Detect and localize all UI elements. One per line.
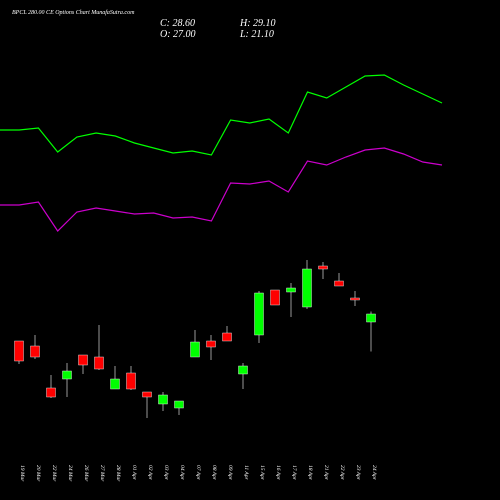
x-tick-label: 09 Apr [227, 465, 233, 481]
candle-body [78, 354, 88, 366]
open-label: O: 27.00 [160, 29, 196, 40]
candle-body [94, 356, 104, 370]
low-label: L: 21.10 [239, 29, 274, 40]
candle-body [366, 313, 376, 323]
candle-body [14, 340, 24, 362]
candle-body [270, 289, 280, 306]
candle-body [46, 387, 56, 398]
line [0, 147, 443, 232]
x-tick-label: 02 Apr [147, 465, 153, 481]
candle-body [206, 340, 216, 348]
candle-body [334, 280, 344, 287]
candle-body [190, 341, 200, 358]
line [0, 74, 443, 156]
candle-body [126, 372, 136, 390]
x-tick-label: 01 Apr [131, 465, 137, 481]
x-tick-label: 11 Apr [243, 465, 249, 480]
x-tick-label: 20 Mar [35, 465, 41, 482]
candle-body [254, 292, 264, 336]
candle-body [142, 391, 152, 398]
candle-body [110, 378, 120, 390]
candle-body [286, 287, 296, 293]
x-tick-label: 19 Mar [19, 465, 25, 482]
x-tick-label: 16 Apr [275, 465, 281, 481]
x-tick-label: 23 Apr [355, 465, 361, 481]
high-label: H: 29.10 [239, 18, 276, 29]
x-tick-label: 15 Apr [259, 465, 265, 481]
close-label: C: 28.60 [160, 18, 195, 29]
candle-body [350, 297, 360, 301]
candle-body [62, 370, 72, 380]
chart-title: BPCL 280.00 CE Options Chart MunafaSutra… [12, 9, 135, 16]
candle-body [238, 365, 248, 375]
candle-body [302, 268, 312, 308]
candle-body [222, 332, 232, 342]
x-tick-label: 03 Apr [163, 465, 169, 481]
x-tick-label: 18 Apr [307, 465, 313, 481]
x-tick-label: 24 Apr [371, 465, 378, 481]
candle-body [174, 400, 184, 409]
x-tick-label: 27 Mar [99, 465, 105, 482]
x-tick-label: 04 Apr [179, 465, 186, 481]
x-tick-label: 28 Mar [115, 465, 121, 482]
x-tick-label: 21 Apr [323, 465, 329, 481]
x-tick-label: 22 Apr [339, 465, 345, 481]
x-tick-label: 07 Apr [195, 465, 201, 481]
x-tick-label: 08 Apr [211, 465, 217, 481]
candle-body [158, 394, 168, 405]
x-tick-label: 22 Mar [51, 465, 57, 482]
x-tick-label: 24 Mar [67, 465, 74, 482]
candle-body [30, 345, 40, 358]
candle-body [318, 265, 328, 270]
x-tick-label: 17 Apr [291, 465, 297, 481]
x-tick-label: 26 Mar [83, 465, 89, 482]
